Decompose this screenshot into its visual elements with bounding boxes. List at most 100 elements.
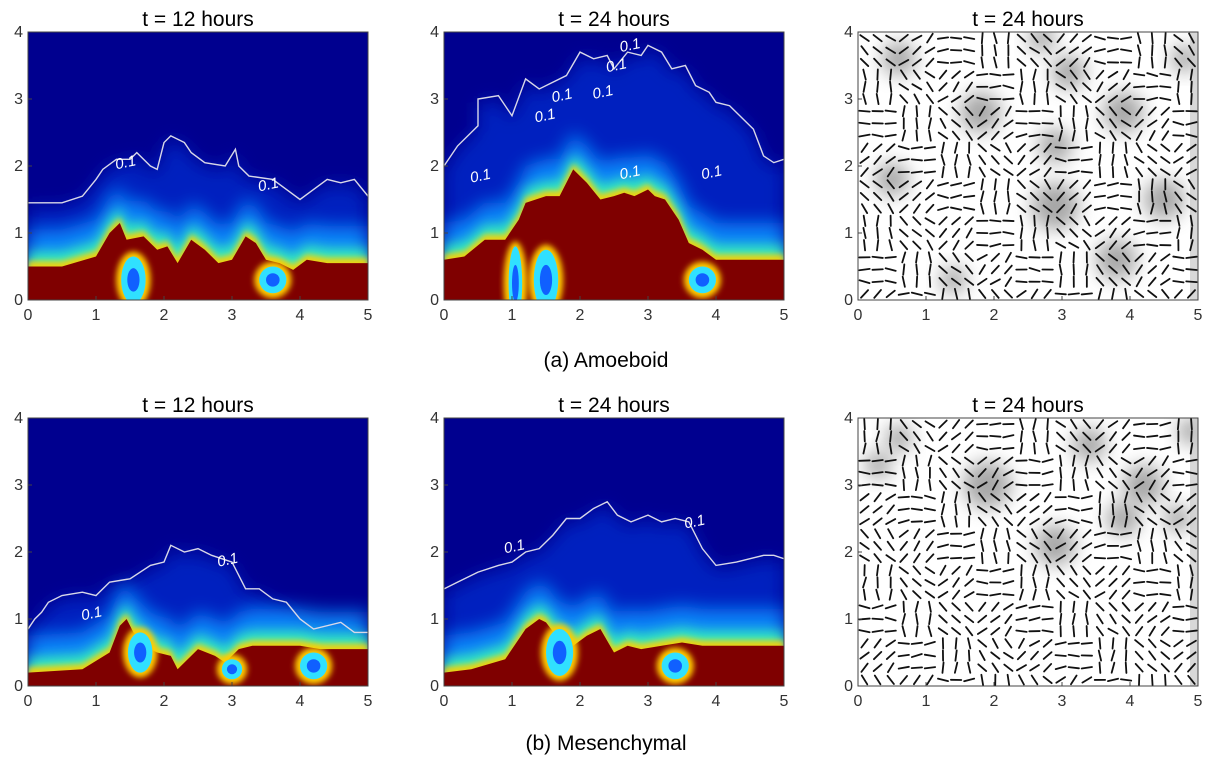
fibre-segment xyxy=(1085,600,1089,613)
fibre-segment xyxy=(888,239,893,252)
fibre-segment xyxy=(1133,457,1145,465)
y-tick-label: 3 xyxy=(14,91,23,108)
fibre-segment xyxy=(1046,430,1049,443)
fibre-segment xyxy=(884,255,897,259)
fibre-segment xyxy=(963,556,976,560)
fibre-segment xyxy=(1068,46,1079,55)
fibre-segment xyxy=(993,539,998,552)
fibre-segment xyxy=(1159,593,1172,597)
fibre-segment xyxy=(1121,601,1131,612)
fibre-segment xyxy=(862,80,867,93)
y-tick-label: 3 xyxy=(14,477,23,494)
fibre-segment xyxy=(1068,241,1080,249)
fibre-segment xyxy=(1172,120,1185,126)
fibre-segment xyxy=(872,34,883,43)
fibre-segment xyxy=(991,637,999,649)
fibre-segment xyxy=(1176,227,1181,239)
fibre-segment xyxy=(1106,36,1120,40)
fibre-segment xyxy=(991,601,1000,612)
fibre-segment xyxy=(1095,216,1105,226)
fibre-segment xyxy=(938,265,948,274)
fibre-segment xyxy=(1147,119,1158,128)
fibre-segment xyxy=(1095,69,1105,80)
fibre-segment xyxy=(963,48,976,53)
fibre-segment xyxy=(1029,542,1040,550)
fibre-segment xyxy=(1146,434,1159,438)
fibre-segment xyxy=(873,155,882,165)
fibre-segment xyxy=(925,93,934,105)
fibre-segment xyxy=(1147,155,1158,165)
fibre-segment xyxy=(1016,58,1027,67)
fibre-segment xyxy=(1121,216,1131,226)
fibre-segment xyxy=(1151,673,1154,686)
fibre-segment xyxy=(923,653,936,658)
x-tick-label: 0 xyxy=(854,307,863,324)
fibre-segment xyxy=(1109,431,1117,442)
fibre-segment xyxy=(1173,180,1184,189)
fibre-segment xyxy=(1146,231,1159,235)
fibre-segment xyxy=(1015,280,1028,284)
fibre-segment xyxy=(1069,553,1079,563)
fibre-segment xyxy=(912,431,921,442)
fibre-segment xyxy=(1019,226,1024,240)
fibre-segment xyxy=(862,93,867,105)
fibre-segment xyxy=(965,626,974,637)
edge-shade xyxy=(1190,418,1198,686)
fibre-segment xyxy=(1159,97,1172,101)
fibre-segment xyxy=(911,180,923,189)
saturated-region xyxy=(28,619,368,686)
fibre-segment xyxy=(924,641,936,646)
x-tick-label: 4 xyxy=(296,693,305,710)
row-caption-b: (b) Mesenchymal xyxy=(525,732,686,755)
fibre-segment xyxy=(1041,483,1054,487)
fibre-segment xyxy=(871,617,884,621)
hole-core xyxy=(306,659,321,673)
fibre-segment xyxy=(1121,252,1131,263)
fibre-segment xyxy=(899,94,909,104)
fibre-segment xyxy=(978,601,987,612)
fibre-segment xyxy=(978,650,986,662)
fibre-segment xyxy=(862,588,867,601)
hole-core xyxy=(668,659,682,673)
fibre-segment xyxy=(1150,539,1155,552)
fibre-segment xyxy=(980,552,984,565)
fibre-segment xyxy=(924,566,936,575)
fibre-segment xyxy=(1189,68,1194,81)
fibre-segment xyxy=(1146,469,1158,477)
fibre-segment xyxy=(1045,588,1051,601)
fibre-segment xyxy=(898,83,910,91)
fibre-segment xyxy=(859,651,870,660)
fibre-segment xyxy=(1072,117,1076,130)
fibre-segment xyxy=(1082,589,1091,600)
fibre-segment xyxy=(1080,145,1093,150)
fibre-segment xyxy=(1150,56,1154,69)
fibre-segment xyxy=(873,553,882,564)
fibre-segment xyxy=(1002,84,1015,90)
fibre-segment xyxy=(1042,191,1053,201)
fibre-segment xyxy=(924,494,936,500)
fibre-segment xyxy=(912,69,921,80)
x-tick-label: 1 xyxy=(508,693,517,710)
fibre-segment xyxy=(1147,663,1158,672)
fibre-segment xyxy=(980,190,985,203)
fibre-segment xyxy=(1122,264,1131,275)
fibre-segment xyxy=(1120,48,1133,53)
fibre-segment xyxy=(1136,44,1142,57)
fibre-segment xyxy=(976,253,988,261)
fibre-segment xyxy=(899,419,908,430)
fibre-segment xyxy=(1020,564,1023,577)
fibre-segment xyxy=(1020,68,1023,81)
panel-title: t = 24 hours xyxy=(558,394,670,417)
fibre-segment xyxy=(1135,626,1144,637)
fibre-segment xyxy=(1015,133,1028,138)
fibre-segment xyxy=(991,662,1000,673)
fibre-segment xyxy=(1120,95,1132,103)
fibre-segment xyxy=(915,105,919,118)
fibre-segment xyxy=(1107,677,1119,683)
fibre-segment xyxy=(990,626,1001,636)
fibre-segment xyxy=(1119,182,1133,186)
density-patch xyxy=(960,92,1001,133)
fibre-segment xyxy=(1005,540,1011,552)
fibre-segment xyxy=(910,653,923,658)
